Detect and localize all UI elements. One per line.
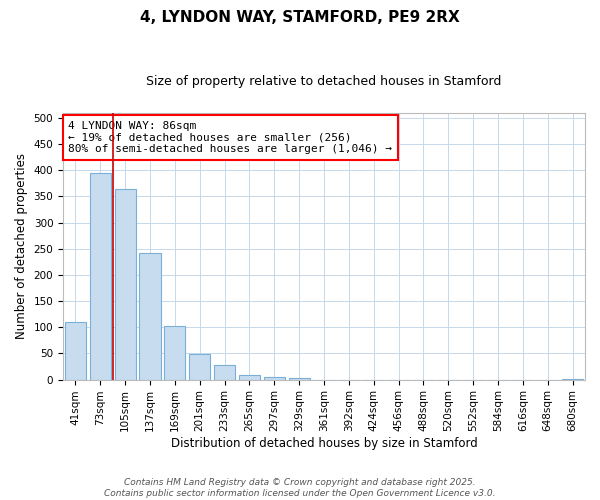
X-axis label: Distribution of detached houses by size in Stamford: Distribution of detached houses by size …: [170, 437, 478, 450]
Bar: [139, 253, 161, 380]
Bar: [164, 326, 185, 380]
Bar: [289, 378, 310, 380]
Bar: [264, 377, 285, 380]
Y-axis label: Number of detached properties: Number of detached properties: [15, 153, 28, 339]
Text: 4, LYNDON WAY, STAMFORD, PE9 2RX: 4, LYNDON WAY, STAMFORD, PE9 2RX: [140, 10, 460, 25]
Bar: [65, 322, 86, 380]
Bar: [214, 365, 235, 380]
Text: 4 LYNDON WAY: 86sqm
← 19% of detached houses are smaller (256)
80% of semi-detac: 4 LYNDON WAY: 86sqm ← 19% of detached ho…: [68, 121, 392, 154]
Bar: [189, 354, 210, 380]
Title: Size of property relative to detached houses in Stamford: Size of property relative to detached ho…: [146, 75, 502, 88]
Bar: [90, 173, 111, 380]
Bar: [115, 188, 136, 380]
Bar: [239, 376, 260, 380]
Bar: [562, 378, 583, 380]
Text: Contains HM Land Registry data © Crown copyright and database right 2025.
Contai: Contains HM Land Registry data © Crown c…: [104, 478, 496, 498]
